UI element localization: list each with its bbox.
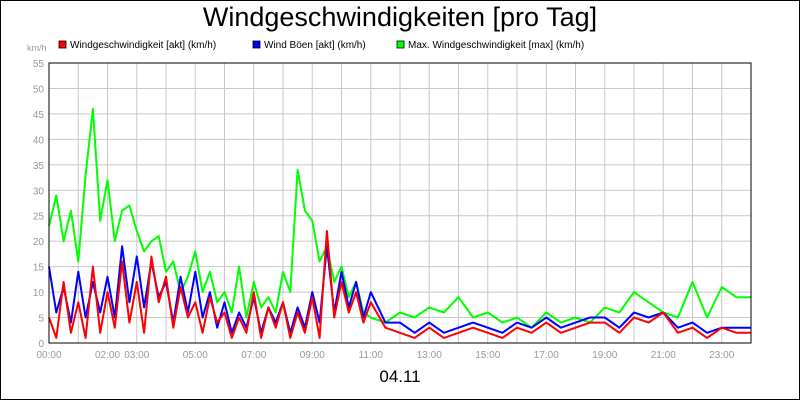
legend: Windgeschwindigkeit [akt] (km/h) Wind Böe…: [58, 40, 584, 51]
y-unit-label: km/h: [27, 43, 47, 53]
chart-title: Windgeschwindigkeiten [pro Tag]: [202, 2, 598, 32]
x-tick-label: 23:00: [709, 350, 734, 361]
series-line-2: [48, 107, 751, 329]
y-tick-label: 35: [33, 161, 45, 172]
y-tick-label: 25: [33, 212, 45, 223]
series-layer: [48, 107, 751, 339]
y-tick-label: 5: [38, 314, 44, 325]
plot-area-border: [48, 62, 752, 344]
legend-label: Max. Windgeschwindigkeit [max] (km/h): [408, 40, 584, 51]
x-tick-label: 00:00: [36, 350, 61, 361]
y-tick-label: 15: [33, 263, 45, 274]
legend-swatch: [58, 40, 67, 49]
x-tick-label: 11:00: [359, 350, 384, 361]
x-tick-label: 09:00: [300, 350, 325, 361]
x-tick-label: 19:00: [592, 350, 617, 361]
y-tick-label: 0: [38, 339, 44, 350]
x-tick-label: 07:00: [241, 350, 266, 361]
x-tick-label: 21:00: [651, 350, 676, 361]
y-tick-label: 50: [33, 84, 45, 95]
x-tick-label: 02:00: [95, 350, 120, 361]
y-tick-label: 20: [33, 237, 45, 248]
legend-label: Windgeschwindigkeit [akt] (km/h): [70, 40, 216, 51]
legend-swatch: [396, 40, 405, 49]
y-tick-label: 55: [33, 59, 45, 70]
legend-label: Wind Böen [akt] (km/h): [264, 40, 366, 51]
x-tick-label: 15:00: [475, 350, 500, 361]
series-line-1: [48, 245, 751, 334]
axis-labels: 0 5 10 15 20 25 30 35 40 45 50 55 00:00 02:00 03:00 05:…: [27, 43, 735, 361]
series-line-0: [48, 230, 751, 339]
legend-swatch: [252, 40, 261, 49]
x-tick-label: 13:00: [417, 350, 442, 361]
y-tick-label: 30: [33, 186, 45, 197]
x-tick-label: 03:00: [124, 350, 149, 361]
x-tick-label: 05:00: [183, 350, 208, 361]
x-tick-label: 17:00: [534, 350, 559, 361]
date-label: 04.11: [379, 367, 421, 386]
y-tick-label: 10: [33, 288, 45, 299]
y-tick-label: 40: [33, 135, 45, 146]
y-tick-label: 45: [33, 110, 45, 121]
